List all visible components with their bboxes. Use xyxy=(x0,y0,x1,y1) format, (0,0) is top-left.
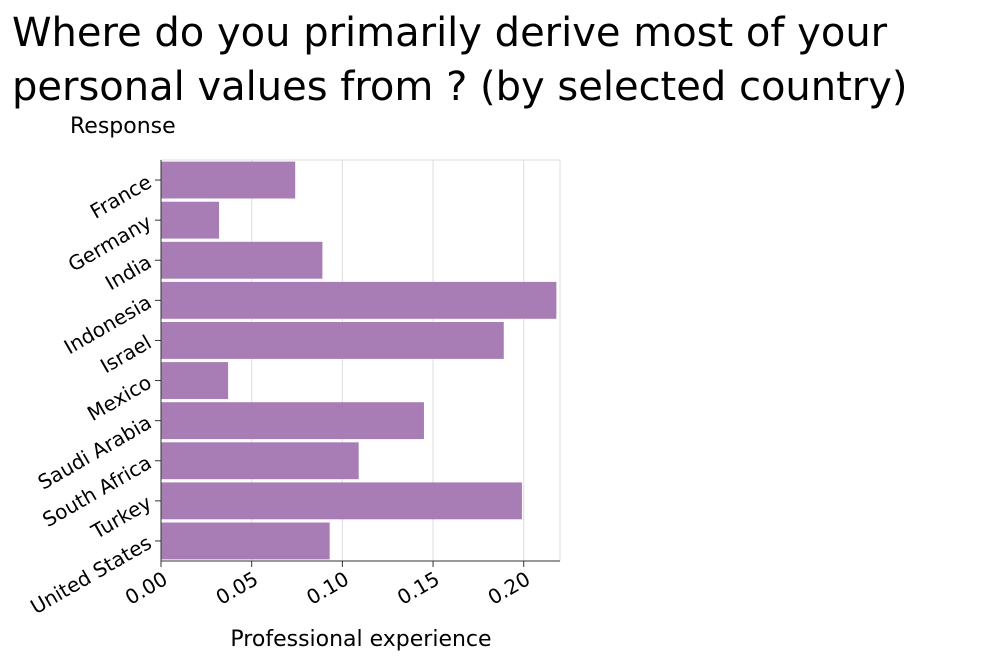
bar-india xyxy=(161,241,323,279)
x-tick-label: 0.20 xyxy=(484,567,535,610)
bar-saudi-arabia xyxy=(161,402,424,440)
x-tick-label: 0.10 xyxy=(302,567,353,610)
x-axis-ticks: 0.00 0.05 0.10 0.15 0.20 xyxy=(121,561,534,610)
bar-germany xyxy=(161,201,220,239)
x-tick-label: 0.00 xyxy=(121,567,172,610)
bars xyxy=(161,161,557,560)
bar-south-africa xyxy=(161,442,359,480)
bar-indonesia xyxy=(161,281,557,319)
bar-united-states xyxy=(161,522,330,560)
chart-title: Where do you primarily derive most of yo… xyxy=(12,10,908,110)
bar-france xyxy=(161,161,296,199)
y-axis-ticks: FranceGermanyIndiaIndonesiaIsraelMexicoS… xyxy=(26,170,161,619)
x-axis-label: Professional experience xyxy=(230,627,491,652)
x-tick-label: 0.15 xyxy=(393,567,444,610)
bar-turkey xyxy=(161,482,522,520)
bar-mexico xyxy=(161,362,229,399)
x-tick-label: 0.05 xyxy=(212,567,263,610)
y-axis-label: Response xyxy=(70,114,176,139)
bar-israel xyxy=(161,322,504,359)
